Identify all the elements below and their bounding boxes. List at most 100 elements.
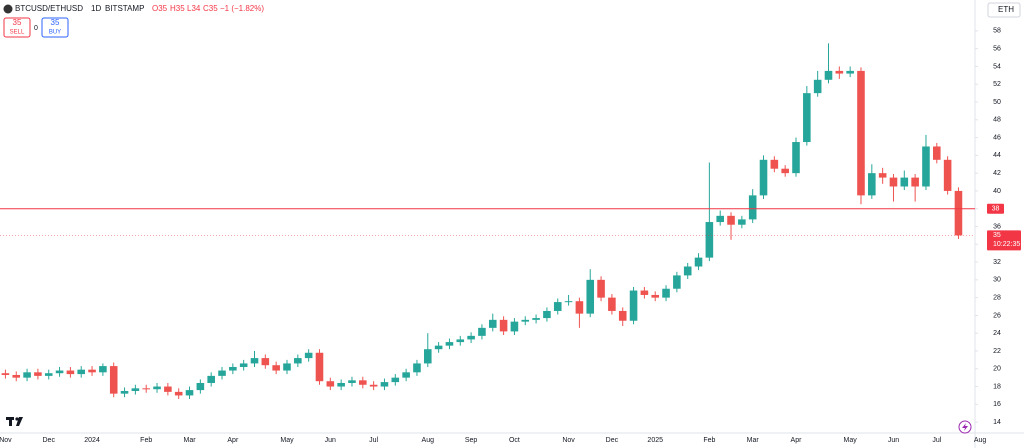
symbol[interactable]: BTCUSD/ETHUSD: [15, 4, 83, 13]
y-tick-label: 46: [993, 134, 1001, 141]
candle-body: [207, 375, 215, 383]
candle-body: [792, 142, 800, 174]
candle-body: [846, 70, 854, 74]
candle-body: [651, 294, 660, 298]
ohlc-high: H35: [170, 4, 185, 13]
last-price-box: [987, 230, 1021, 251]
candle-body: [954, 190, 963, 236]
candle-body: [510, 321, 519, 332]
candle-body: [326, 381, 335, 387]
y-tick-label: 30: [993, 277, 1001, 284]
x-tick-label: Dec: [43, 437, 56, 444]
x-tick-label: Jun: [888, 437, 899, 444]
ohlc-open: O35: [152, 4, 168, 13]
candle-body: [185, 390, 194, 396]
y-tick-label: 52: [993, 81, 1001, 88]
x-tick-label: Aug: [422, 437, 435, 444]
x-tick-label: Feb: [703, 437, 715, 444]
candle-body: [1, 373, 10, 375]
candle-body: [294, 358, 302, 364]
x-tick-label: Sep: [465, 437, 478, 444]
candle-body: [770, 159, 779, 169]
x-tick-label: Mar: [747, 437, 760, 444]
y-tick-label: 48: [993, 117, 1001, 124]
x-tick-label: Nov: [562, 437, 575, 444]
ohlc-low: L34: [187, 4, 201, 13]
logo: [6, 417, 23, 426]
candle-body: [835, 70, 844, 74]
candle-body: [109, 366, 118, 394]
candle-body: [748, 195, 757, 220]
candle-body: [608, 297, 616, 311]
candle-body: [272, 365, 280, 371]
candle-body: [597, 279, 605, 298]
y-tick-label: 32: [993, 259, 1001, 266]
x-tick-label: Dec: [606, 437, 619, 444]
candle-body: [738, 219, 746, 225]
candle-body: [99, 366, 107, 373]
spread: 0: [34, 25, 38, 32]
candle-body: [629, 290, 638, 321]
candle-body: [348, 380, 356, 383]
candle-body: [23, 372, 31, 378]
candle-body: [553, 302, 562, 311]
interval[interactable]: 1D: [91, 4, 101, 13]
candle-body: [813, 79, 822, 94]
sell-button[interactable]: [3, 17, 31, 38]
x-tick-label: May: [280, 437, 294, 444]
candle-body: [586, 279, 595, 314]
candle-body: [413, 363, 421, 373]
currency-button[interactable]: [987, 2, 1021, 18]
candle-body: [55, 370, 64, 374]
candle-body: [488, 319, 497, 328]
x-tick-label: Jul: [932, 437, 941, 444]
candle-body: [304, 352, 313, 359]
y-tick-label: 16: [993, 401, 1001, 408]
candle-body: [618, 310, 627, 321]
x-tick-label: Apr: [791, 437, 803, 444]
candle-body: [434, 345, 443, 350]
candle-body: [218, 370, 226, 376]
y-tick-label: 24: [993, 330, 1001, 337]
last-price-label: 35: [993, 232, 1001, 239]
countdown: 10:22:35: [993, 241, 1020, 248]
candle-body: [44, 373, 53, 376]
exchange: BITSTAMP: [105, 4, 144, 13]
candle-body: [478, 327, 486, 336]
y-tick-label: 56: [993, 46, 1001, 53]
candle-body: [423, 349, 432, 364]
buy-price: 35: [51, 18, 60, 27]
candle-body: [142, 388, 150, 390]
x-tick-label: May: [844, 437, 858, 444]
y-tick-label: 18: [993, 383, 1001, 390]
x-tick-label: Mar: [183, 437, 196, 444]
y-tick-label: 54: [993, 63, 1001, 70]
candle-body: [456, 339, 465, 343]
y-tick-label: 28: [993, 294, 1001, 301]
candle-body: [315, 352, 324, 382]
candle-body: [857, 70, 865, 196]
lightning-icon[interactable]: [958, 420, 972, 434]
candle-body: [229, 366, 237, 371]
candle-body: [153, 386, 161, 390]
buy-label: BUY: [49, 30, 61, 36]
y-tick-label: 42: [993, 170, 1001, 177]
candle-body: [391, 377, 400, 383]
y-tick-label: 26: [993, 312, 1001, 319]
y-tick-label: 20: [993, 366, 1001, 373]
candle-body: [467, 335, 475, 340]
x-tick-label: 2024: [84, 437, 100, 444]
candle-body: [239, 363, 248, 367]
candle-body: [77, 369, 86, 375]
x-tick-label: Feb: [140, 437, 152, 444]
candle-body: [683, 266, 692, 276]
candle-body: [727, 215, 735, 225]
candle-body: [900, 177, 909, 187]
candle-body: [943, 159, 952, 191]
buy-button[interactable]: [41, 17, 69, 38]
y-tick-label: 36: [993, 223, 1001, 230]
candle-body: [781, 168, 789, 174]
candle-body: [911, 177, 919, 187]
